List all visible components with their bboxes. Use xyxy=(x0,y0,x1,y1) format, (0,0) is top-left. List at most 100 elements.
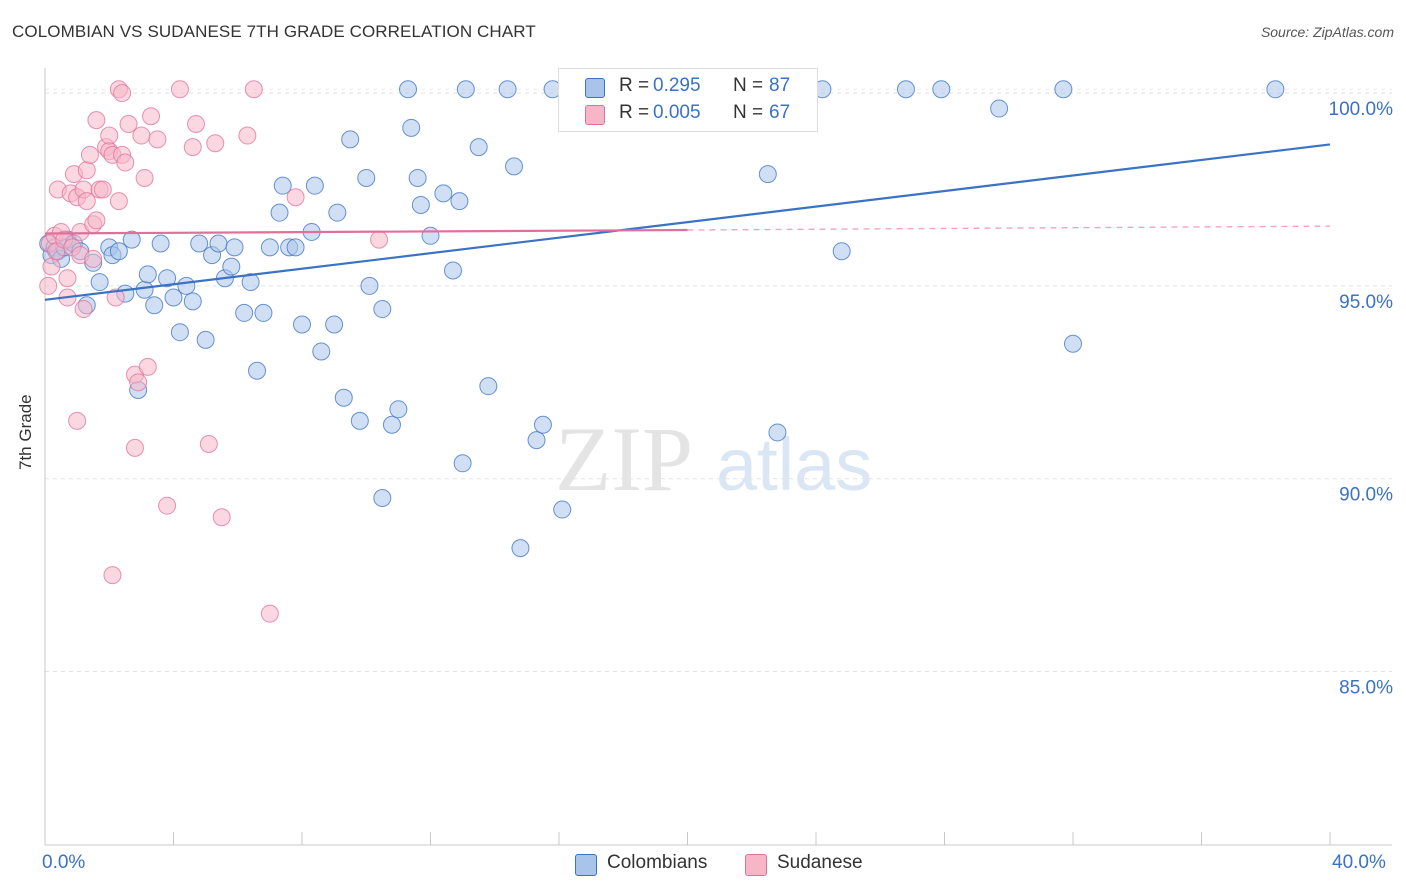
colombians-point xyxy=(469,138,488,157)
colombians-point xyxy=(450,192,469,211)
colombians-point xyxy=(325,315,344,334)
sudanese-point xyxy=(129,373,148,392)
sudanese-point xyxy=(125,438,144,457)
colombians-point xyxy=(177,276,196,295)
sudanese-point xyxy=(148,130,167,149)
colombians-point xyxy=(990,99,1009,118)
colombians-point xyxy=(135,280,154,299)
colombians-point xyxy=(421,226,440,245)
x-tick-label-max: 40.0% xyxy=(1332,852,1386,873)
sudanese-point xyxy=(39,276,58,295)
sudanese-point xyxy=(93,180,112,199)
y-tick-label: 90.0% xyxy=(1339,485,1393,506)
sudanese-point xyxy=(158,496,177,515)
colombians-point xyxy=(443,261,462,280)
grid-lines xyxy=(45,88,1392,672)
r-value: 0.005 xyxy=(653,102,701,123)
sudanese-point xyxy=(113,84,132,103)
colombians-point xyxy=(328,203,347,222)
sudanese-point xyxy=(260,604,279,623)
legend-swatch-colombians xyxy=(585,78,605,98)
colombians-point xyxy=(758,165,777,184)
colombians-point xyxy=(399,80,418,99)
sudanese-point xyxy=(286,188,305,207)
colombians-point xyxy=(382,415,401,434)
colombians-point xyxy=(209,234,228,253)
colombians-point xyxy=(389,400,408,419)
colombians-point xyxy=(402,118,421,137)
colombians-point xyxy=(1064,334,1082,353)
sudanese-point xyxy=(74,300,93,319)
colombians-point xyxy=(270,203,289,222)
colombians-point xyxy=(122,230,141,249)
r-label: R = xyxy=(619,75,650,96)
colombians-point xyxy=(553,500,572,519)
sudanese-point xyxy=(206,134,225,153)
sudanese-point xyxy=(170,80,189,99)
sudanese-trend-extension xyxy=(687,225,1331,231)
colombians-point xyxy=(235,303,254,322)
colombians-point xyxy=(312,342,331,361)
sudanese-point xyxy=(370,230,389,249)
sudanese-point xyxy=(212,508,231,527)
colombians-point xyxy=(511,539,530,558)
y-tick-labels: 100.0% 95.0% 90.0% 85.0% xyxy=(1329,99,1394,698)
colombians-point xyxy=(241,273,260,292)
sudanese-point xyxy=(199,435,218,454)
colombians-point xyxy=(254,303,273,322)
colombians-point xyxy=(527,431,546,450)
colombians-point xyxy=(768,423,787,442)
sudanese-trend-line xyxy=(44,228,688,235)
colombians-point xyxy=(164,288,183,307)
colombians-point xyxy=(138,265,157,284)
colombians-point xyxy=(260,238,279,257)
r-value: 0.295 xyxy=(653,75,701,96)
sudanese-point xyxy=(77,161,96,180)
colombians-trend-line xyxy=(44,143,1331,301)
sudanese-point xyxy=(87,111,106,130)
colombians-point xyxy=(158,269,177,288)
sudanese-point xyxy=(100,126,119,145)
colombians-point xyxy=(373,300,392,319)
sudanese-point xyxy=(58,269,77,288)
legend-label: Colombians xyxy=(607,852,708,873)
watermark: ZIP xyxy=(555,408,693,510)
colombians-point xyxy=(533,415,552,434)
y-axis-label: 7th Grade xyxy=(16,394,35,470)
colombians-point xyxy=(151,234,170,253)
n-value: 67 xyxy=(769,102,791,123)
colombians-point xyxy=(109,242,128,261)
colombians-point xyxy=(408,168,427,187)
sudanese-point xyxy=(119,114,138,133)
colombians-point xyxy=(286,238,305,257)
colombians-point xyxy=(360,276,379,295)
chart-title: COLOMBIAN VS SUDANESE 7TH GRADE CORRELAT… xyxy=(12,22,536,41)
colombians-point xyxy=(90,273,109,292)
y-tick-label: 85.0% xyxy=(1339,677,1393,698)
colombians-point xyxy=(305,176,324,195)
colombians-point xyxy=(183,292,202,311)
colombians-point xyxy=(334,388,353,407)
sudanese-point xyxy=(116,153,135,172)
y-tick-label: 95.0% xyxy=(1339,292,1393,313)
sudanese-point xyxy=(87,211,106,230)
n-label: N = xyxy=(733,75,764,96)
sudanese-point xyxy=(138,357,157,376)
x-tick-label-min: 0.0% xyxy=(42,852,86,873)
r-label: R = xyxy=(619,102,650,123)
sudanese-point xyxy=(84,249,103,268)
colombians-point xyxy=(1266,80,1285,99)
sudanese-point xyxy=(135,168,154,187)
legend-label: Sudanese xyxy=(777,852,863,873)
colombians-point xyxy=(453,454,472,473)
sudanese-point xyxy=(42,257,61,276)
sudanese-point xyxy=(186,114,205,133)
colombians-point xyxy=(190,234,209,253)
legend-swatch-colombians xyxy=(575,854,597,876)
sudanese-point xyxy=(106,288,125,307)
colombians-point xyxy=(832,242,851,261)
colombians-point xyxy=(498,80,517,99)
sudanese-point xyxy=(244,80,263,99)
axes xyxy=(44,68,1392,846)
colombians-point xyxy=(293,315,311,334)
